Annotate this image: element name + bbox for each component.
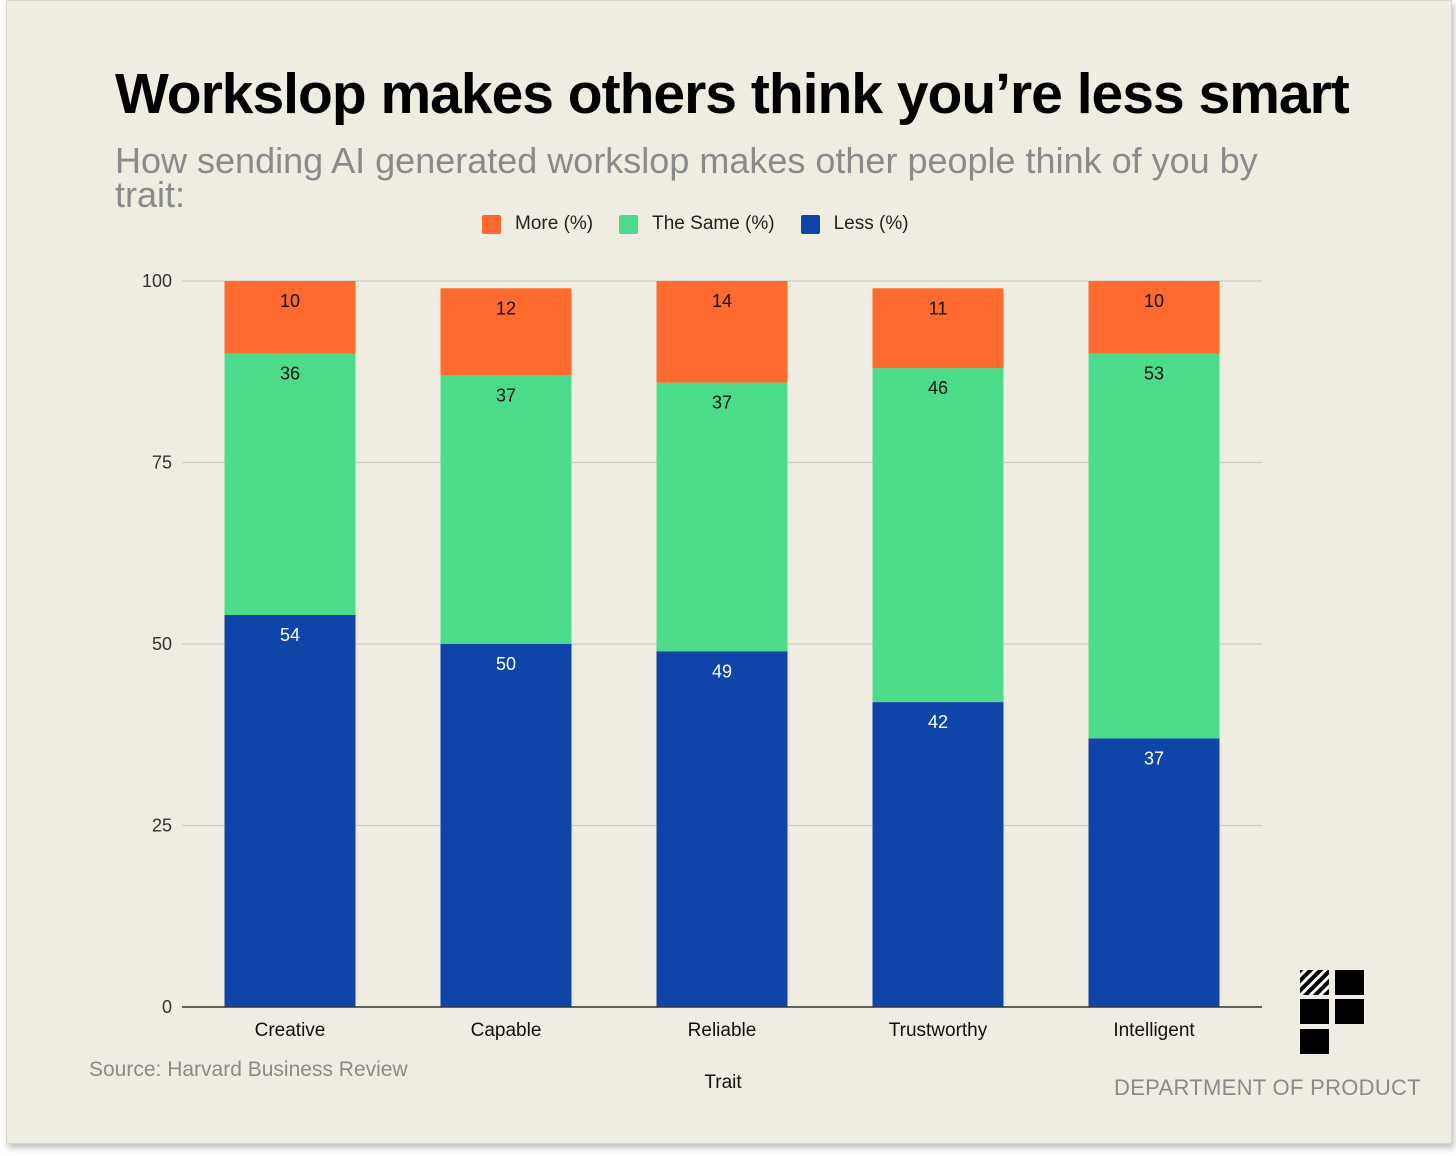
bar-less (440, 644, 572, 1007)
data-label: 14 (712, 291, 732, 311)
brand-logo-icon (1300, 970, 1364, 1054)
data-label: 54 (280, 625, 300, 645)
x-tick-label: Capable (471, 1020, 542, 1041)
data-label: 11 (929, 298, 948, 318)
data-label: 12 (496, 298, 516, 318)
bar-less (224, 614, 356, 1007)
x-tick-label: Trustworthy (889, 1020, 988, 1041)
legend-label: Less (%) (833, 213, 909, 234)
y-tick-label: 50 (152, 634, 172, 654)
bar-same (440, 375, 572, 644)
x-tick-label: Creative (255, 1020, 326, 1041)
legend-swatch-more (482, 214, 501, 234)
data-label: 46 (928, 378, 948, 398)
y-tick-label: 0 (162, 997, 172, 1017)
bar-less (656, 651, 788, 1007)
bar-same (224, 353, 356, 615)
data-label: 37 (712, 393, 732, 413)
bar-less (872, 702, 1004, 1007)
data-label: 42 (928, 712, 948, 732)
x-axis-title: Trait (704, 1072, 742, 1093)
data-label: 37 (1144, 748, 1164, 768)
y-tick-label: 25 (152, 816, 172, 836)
bar-more (1088, 281, 1220, 354)
data-label: 50 (496, 654, 516, 674)
data-label: 49 (712, 661, 732, 681)
legend-label: The Same (%) (652, 213, 775, 234)
source-note: Source: Harvard Business Review (89, 1058, 408, 1081)
brand-name: DEPARTMENT OF PRODUCT (1114, 1075, 1421, 1100)
y-tick-label: 100 (142, 271, 172, 291)
bar-more (224, 281, 356, 354)
chart-title: Workslop makes others think you’re less … (115, 62, 1350, 126)
bar-more (872, 288, 1004, 369)
legend-swatch-less (800, 214, 820, 234)
x-tick-label: Reliable (688, 1020, 757, 1041)
legend-item-more: More (%) (482, 213, 593, 235)
bar-same (872, 368, 1004, 703)
legend-item-less: Less (%) (800, 213, 909, 235)
x-tick-label: Intelligent (1113, 1020, 1195, 1041)
bar-more (440, 288, 572, 376)
data-label: 10 (1144, 291, 1164, 311)
legend: More (%) The Same (%) Less (%) (482, 213, 909, 235)
y-tick-label: 75 (152, 453, 172, 473)
chart-subtitle: How sending AI generated workslop makes … (115, 140, 1258, 215)
legend-item-same: The Same (%) (619, 213, 775, 235)
data-label: 10 (280, 291, 300, 311)
data-label: 36 (280, 364, 300, 384)
bar-same (1088, 353, 1220, 739)
bar-more (656, 281, 788, 383)
bar-same (656, 382, 788, 652)
legend-swatch-same (619, 214, 639, 234)
data-label: 53 (1144, 364, 1164, 384)
bar-less (1088, 738, 1220, 1007)
data-label: 37 (496, 385, 516, 405)
legend-label: More (%) (515, 213, 594, 234)
